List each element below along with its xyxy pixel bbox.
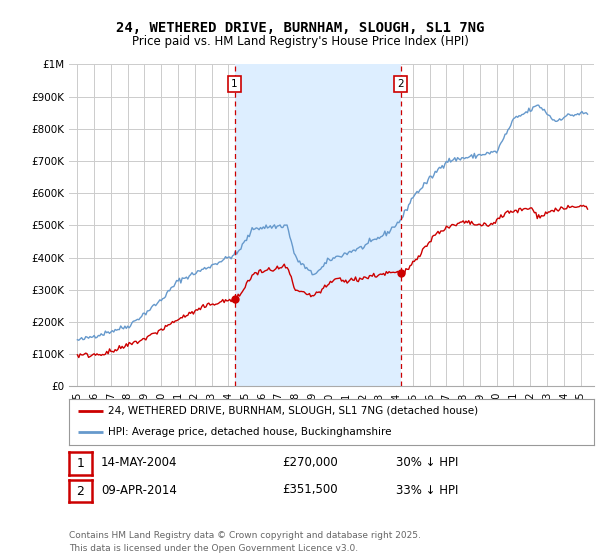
Bar — [235, 64, 401, 386]
Text: Price paid vs. HM Land Registry's House Price Index (HPI): Price paid vs. HM Land Registry's House … — [131, 35, 469, 48]
Text: 24, WETHERED DRIVE, BURNHAM, SLOUGH, SL1 7NG (detached house): 24, WETHERED DRIVE, BURNHAM, SLOUGH, SL1… — [109, 406, 479, 416]
Text: 1: 1 — [231, 79, 238, 88]
Text: £270,000: £270,000 — [282, 456, 338, 469]
Text: 2: 2 — [76, 484, 85, 498]
Text: 09-APR-2014: 09-APR-2014 — [101, 483, 176, 497]
Text: Contains HM Land Registry data © Crown copyright and database right 2025.
This d: Contains HM Land Registry data © Crown c… — [69, 531, 421, 553]
Text: 33% ↓ HPI: 33% ↓ HPI — [396, 483, 458, 497]
Text: 2: 2 — [397, 79, 404, 88]
Text: 24, WETHERED DRIVE, BURNHAM, SLOUGH, SL1 7NG: 24, WETHERED DRIVE, BURNHAM, SLOUGH, SL1… — [116, 21, 484, 35]
Text: £351,500: £351,500 — [282, 483, 338, 497]
Text: 1: 1 — [76, 457, 85, 470]
Text: HPI: Average price, detached house, Buckinghamshire: HPI: Average price, detached house, Buck… — [109, 427, 392, 437]
Text: 14-MAY-2004: 14-MAY-2004 — [101, 456, 178, 469]
Text: 30% ↓ HPI: 30% ↓ HPI — [396, 456, 458, 469]
